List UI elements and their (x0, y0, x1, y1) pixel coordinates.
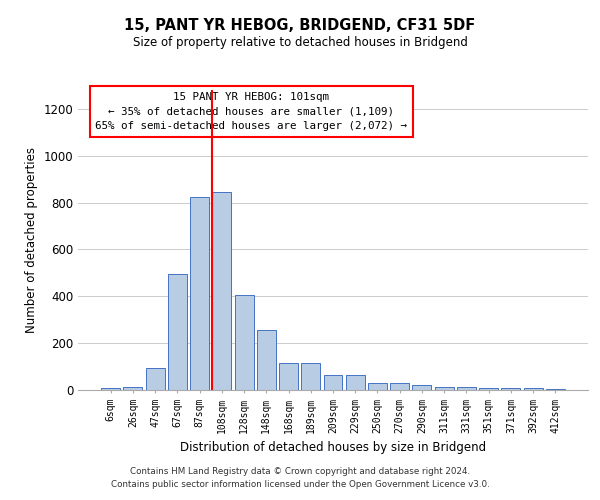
Bar (368, 383, 387, 390)
Text: 15 PANT YR HEBOG: 101sqm
← 35% of detached houses are smaller (1,109)
65% of sem: 15 PANT YR HEBOG: 101sqm ← 35% of detach… (95, 92, 407, 131)
Bar (124, 387, 142, 390)
Bar (101, 388, 120, 390)
Text: Size of property relative to detached houses in Bridgend: Size of property relative to detached ho… (133, 36, 467, 49)
Bar (257, 330, 276, 390)
Bar (524, 388, 542, 390)
Bar (323, 375, 343, 390)
Bar (146, 368, 164, 390)
Bar (279, 363, 298, 390)
Bar (168, 274, 187, 390)
Bar (235, 295, 254, 390)
Bar (212, 192, 231, 390)
Bar (435, 387, 454, 390)
Bar (502, 388, 520, 390)
Bar (346, 375, 365, 390)
Bar (390, 383, 409, 390)
Bar (301, 363, 320, 390)
Bar (546, 389, 565, 390)
Bar (190, 196, 209, 390)
Text: 15, PANT YR HEBOG, BRIDGEND, CF31 5DF: 15, PANT YR HEBOG, BRIDGEND, CF31 5DF (124, 18, 476, 32)
Bar (457, 387, 476, 390)
Bar (412, 385, 431, 390)
Y-axis label: Number of detached properties: Number of detached properties (25, 147, 38, 333)
Bar (479, 388, 498, 390)
X-axis label: Distribution of detached houses by size in Bridgend: Distribution of detached houses by size … (180, 441, 486, 454)
Text: Contains HM Land Registry data © Crown copyright and database right 2024.
Contai: Contains HM Land Registry data © Crown c… (110, 468, 490, 489)
